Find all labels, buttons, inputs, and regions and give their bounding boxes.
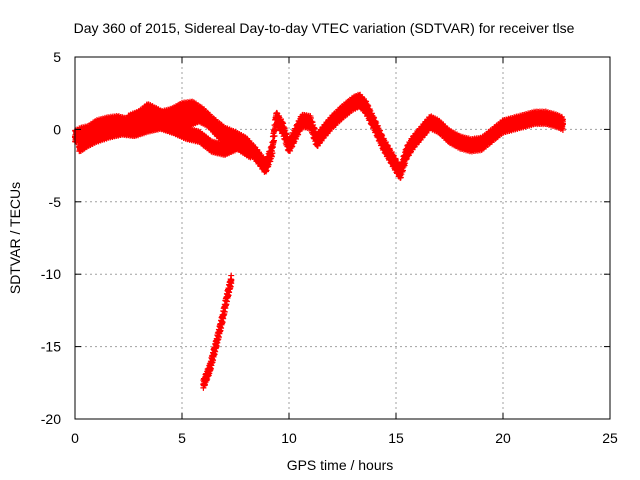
data-layer	[72, 91, 566, 391]
